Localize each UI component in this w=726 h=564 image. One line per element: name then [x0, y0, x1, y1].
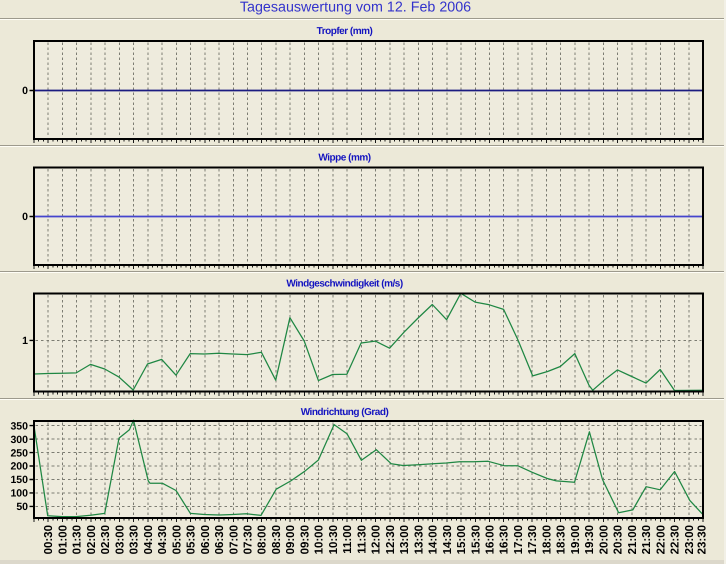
svg-text:1: 1 — [22, 335, 28, 347]
svg-text:12:30: 12:30 — [385, 525, 397, 554]
svg-text:18:00: 18:00 — [541, 525, 553, 554]
svg-text:100: 100 — [10, 488, 28, 500]
svg-text:09:30: 09:30 — [299, 525, 311, 554]
svg-text:06:00: 06:00 — [200, 525, 212, 554]
svg-text:50: 50 — [16, 501, 28, 513]
svg-text:05:30: 05:30 — [186, 525, 198, 554]
svg-text:20:00: 20:00 — [598, 525, 610, 554]
svg-text:18:30: 18:30 — [556, 525, 568, 554]
svg-text:01:30: 01:30 — [72, 525, 84, 554]
svg-text:06:30: 06:30 — [214, 525, 226, 554]
svg-text:Tropfer (mm): Tropfer (mm) — [317, 26, 373, 37]
svg-text:10:30: 10:30 — [328, 525, 340, 554]
svg-text:14:30: 14:30 — [442, 525, 454, 554]
svg-text:Tagesauswertung vom 12. Feb 20: Tagesauswertung vom 12. Feb 2006 — [240, 0, 471, 15]
svg-text:350: 350 — [10, 420, 28, 432]
svg-text:03:30: 03:30 — [129, 525, 141, 554]
svg-text:13:30: 13:30 — [413, 525, 425, 554]
svg-text:19:30: 19:30 — [584, 525, 596, 554]
svg-text:200: 200 — [10, 461, 28, 473]
svg-text:17:00: 17:00 — [513, 525, 525, 554]
svg-text:19:00: 19:00 — [570, 525, 582, 554]
svg-text:01:00: 01:00 — [58, 525, 70, 554]
svg-text:0: 0 — [22, 85, 28, 97]
svg-text:20:30: 20:30 — [613, 525, 625, 554]
svg-text:15:30: 15:30 — [470, 525, 482, 554]
svg-text:03:00: 03:00 — [114, 525, 126, 554]
svg-text:21:00: 21:00 — [627, 525, 639, 554]
svg-text:13:00: 13:00 — [399, 525, 411, 554]
svg-text:23:30: 23:30 — [697, 525, 709, 554]
svg-text:07:30: 07:30 — [243, 525, 255, 554]
svg-text:150: 150 — [10, 474, 28, 486]
svg-text:Windgeschwindigkeit (m/s): Windgeschwindigkeit (m/s) — [286, 278, 402, 289]
svg-text:15:00: 15:00 — [456, 525, 468, 554]
svg-text:00:30: 00:30 — [43, 525, 55, 554]
svg-text:11:00: 11:00 — [342, 525, 354, 554]
svg-text:250: 250 — [10, 447, 28, 459]
svg-text:21:30: 21:30 — [641, 525, 653, 554]
svg-text:Wippe (mm): Wippe (mm) — [318, 152, 370, 163]
svg-text:08:00: 08:00 — [257, 525, 269, 554]
svg-text:11:30: 11:30 — [356, 525, 368, 554]
svg-text:0: 0 — [22, 211, 28, 223]
svg-text:16:30: 16:30 — [499, 525, 511, 554]
svg-text:08:30: 08:30 — [271, 525, 283, 554]
svg-text:23:00: 23:00 — [684, 525, 696, 554]
svg-text:04:30: 04:30 — [157, 525, 169, 554]
svg-text:02:30: 02:30 — [100, 525, 112, 554]
svg-text:12:00: 12:00 — [371, 525, 383, 554]
svg-text:09:00: 09:00 — [285, 525, 297, 554]
svg-text:14:00: 14:00 — [428, 525, 440, 554]
svg-text:07:00: 07:00 — [228, 525, 240, 554]
svg-text:Windrichtung (Grad): Windrichtung (Grad) — [301, 407, 389, 418]
svg-text:04:00: 04:00 — [143, 525, 155, 554]
svg-text:300: 300 — [10, 434, 28, 446]
svg-text:10:00: 10:00 — [314, 525, 326, 554]
svg-text:02:00: 02:00 — [86, 525, 98, 554]
svg-text:17:30: 17:30 — [527, 525, 539, 554]
svg-text:16:00: 16:00 — [485, 525, 497, 554]
svg-text:22:00: 22:00 — [655, 525, 667, 554]
svg-text:05:00: 05:00 — [171, 525, 183, 554]
svg-text:22:30: 22:30 — [670, 525, 682, 554]
